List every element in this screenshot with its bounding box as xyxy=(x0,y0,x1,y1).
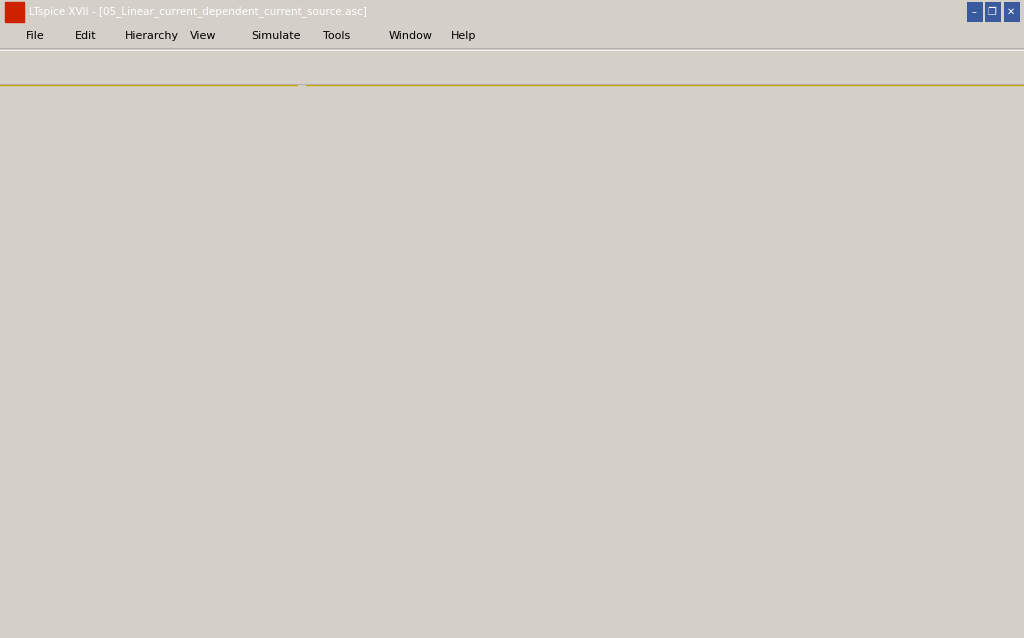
Bar xyxy=(5,3,24,22)
Text: ❐: ❐ xyxy=(988,6,996,17)
Bar xyxy=(967,3,983,22)
FancyBboxPatch shape xyxy=(306,0,1024,85)
Text: File: File xyxy=(26,31,44,41)
Text: Hierarchy: Hierarchy xyxy=(125,31,179,41)
Text: Window: Window xyxy=(389,31,433,41)
Text: Simulate: Simulate xyxy=(251,31,300,41)
Text: Help: Help xyxy=(451,31,476,41)
Bar xyxy=(1004,3,1020,22)
Text: ✕: ✕ xyxy=(1007,6,1015,17)
Text: –: – xyxy=(972,6,976,17)
Text: View: View xyxy=(189,31,216,41)
Bar xyxy=(985,3,1001,22)
Text: Edit: Edit xyxy=(75,31,96,41)
FancyBboxPatch shape xyxy=(0,0,297,85)
Text: LTspice XVII - [05_Linear_current_dependent_current_source.asc]: LTspice XVII - [05_Linear_current_depend… xyxy=(29,6,367,17)
Text: Tools: Tools xyxy=(323,31,350,41)
